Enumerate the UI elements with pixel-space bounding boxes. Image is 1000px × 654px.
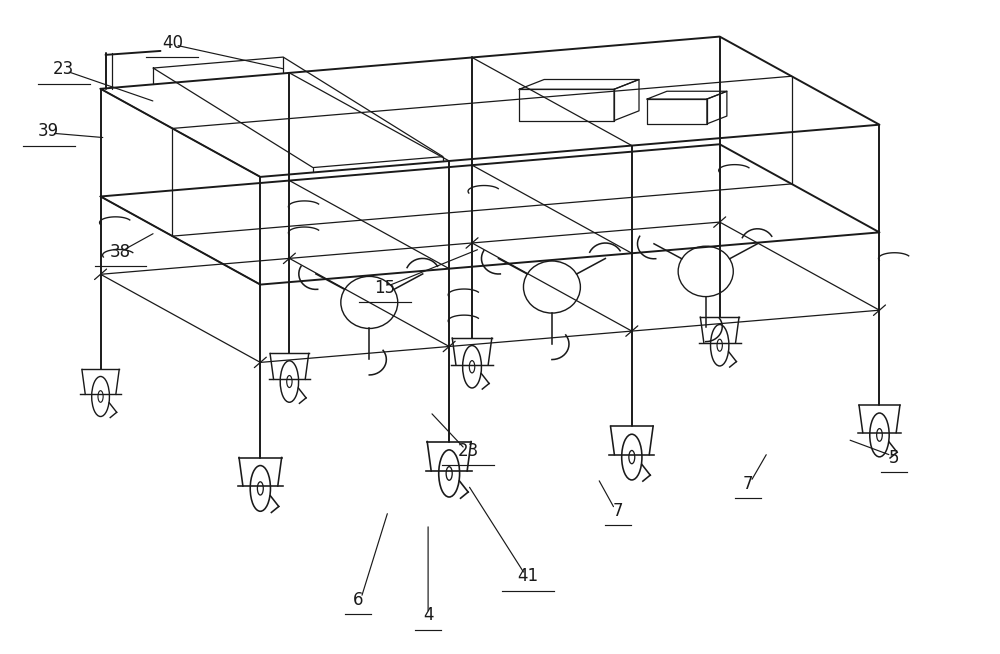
Text: 23: 23 [53,60,74,78]
Text: 15: 15 [375,279,396,297]
Text: 7: 7 [742,475,753,492]
Text: 4: 4 [423,606,433,625]
Text: 6: 6 [353,591,363,609]
Text: 23: 23 [457,442,479,460]
Text: 38: 38 [110,243,131,261]
Text: 41: 41 [517,567,539,585]
Text: 7: 7 [613,502,623,520]
Text: 39: 39 [38,122,59,140]
Text: 5: 5 [889,449,900,466]
Text: 40: 40 [162,34,183,52]
